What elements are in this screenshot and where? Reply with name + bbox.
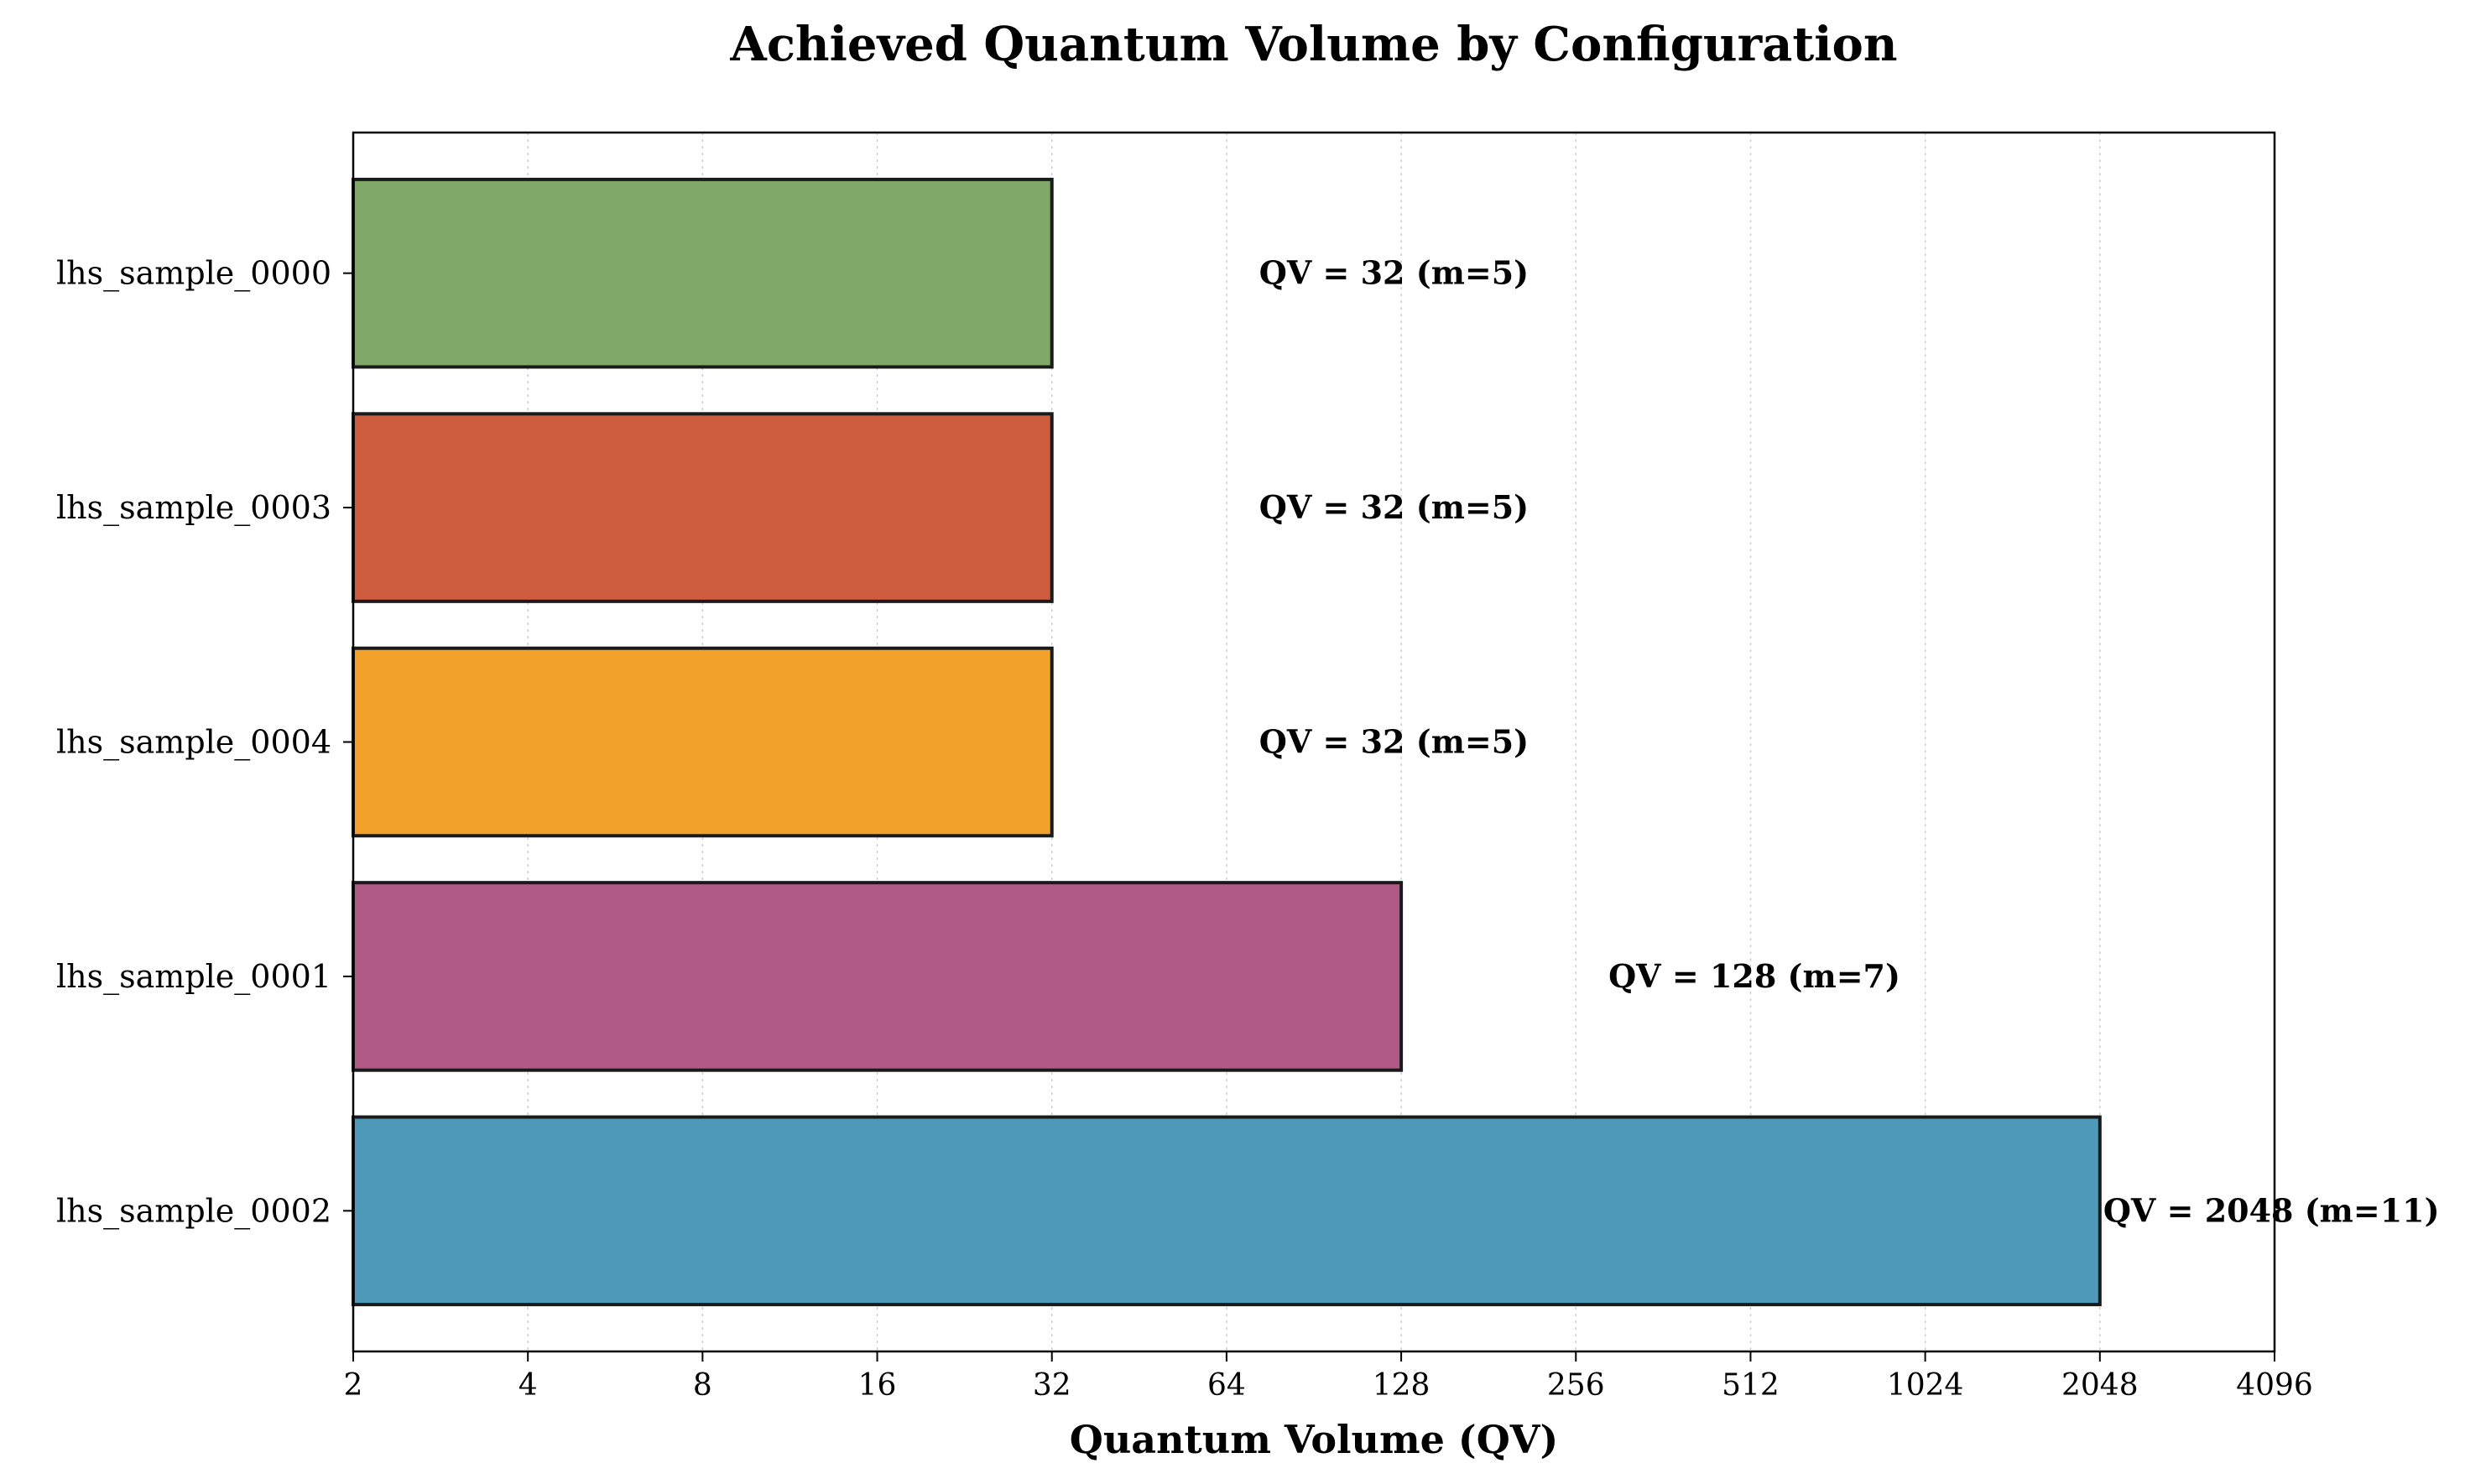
chart-title: Achieved Quantum Volume by Configuration bbox=[729, 17, 1897, 72]
bar bbox=[352, 412, 1054, 603]
x-tick-label: 4096 bbox=[2236, 1368, 2313, 1403]
y-tick-label: lhs_sample_0004 bbox=[56, 724, 331, 762]
x-tick-label: 64 bbox=[1207, 1368, 1246, 1403]
x-tick-label: 4 bbox=[519, 1368, 538, 1403]
bar bbox=[352, 646, 1054, 838]
bar-value-label: QV = 32 (m=5) bbox=[1259, 488, 1529, 526]
x-tick-label: 8 bbox=[693, 1368, 712, 1403]
bar bbox=[352, 881, 1404, 1072]
y-tick-label: lhs_sample_0001 bbox=[56, 958, 331, 996]
x-tick-label: 32 bbox=[1033, 1368, 1071, 1403]
x-tick-label: 2048 bbox=[2061, 1368, 2139, 1403]
x-tick-label: 1024 bbox=[1887, 1368, 1964, 1403]
x-axis-label: Quantum Volume (QV) bbox=[1070, 1417, 1558, 1462]
x-tick-label: 2 bbox=[344, 1368, 363, 1403]
x-tick-label: 256 bbox=[1547, 1368, 1605, 1403]
y-tick-label: lhs_sample_0000 bbox=[56, 255, 331, 293]
y-axis: lhs_sample_0000 lhs_sample_0003 lhs_sample… bbox=[56, 255, 353, 1230]
x-tick-label: 16 bbox=[858, 1368, 897, 1403]
bar-value-label: QV = 128 (m=7) bbox=[1608, 957, 1900, 995]
bar bbox=[352, 1115, 2102, 1307]
x-tick-label: 128 bbox=[1373, 1368, 1431, 1403]
y-tick-label: lhs_sample_0003 bbox=[56, 489, 331, 527]
bar-value-label: QV = 32 (m=5) bbox=[1259, 254, 1529, 292]
x-axis: 2 4 8 16 32 64 128 256 512 1024 2048 4096 bbox=[344, 1351, 2313, 1403]
bar-value-label: QV = 2048 (m=11) bbox=[2103, 1191, 2440, 1229]
y-tick-label: lhs_sample_0002 bbox=[56, 1192, 331, 1230]
bars-layer: QV = 32 (m=5) QV = 32 (m=5) QV = 32 (m=5) Q… bbox=[352, 177, 2440, 1307]
bar bbox=[352, 177, 1054, 369]
x-tick-label: 512 bbox=[1722, 1368, 1780, 1403]
bar-value-label: QV = 32 (m=5) bbox=[1259, 723, 1529, 761]
